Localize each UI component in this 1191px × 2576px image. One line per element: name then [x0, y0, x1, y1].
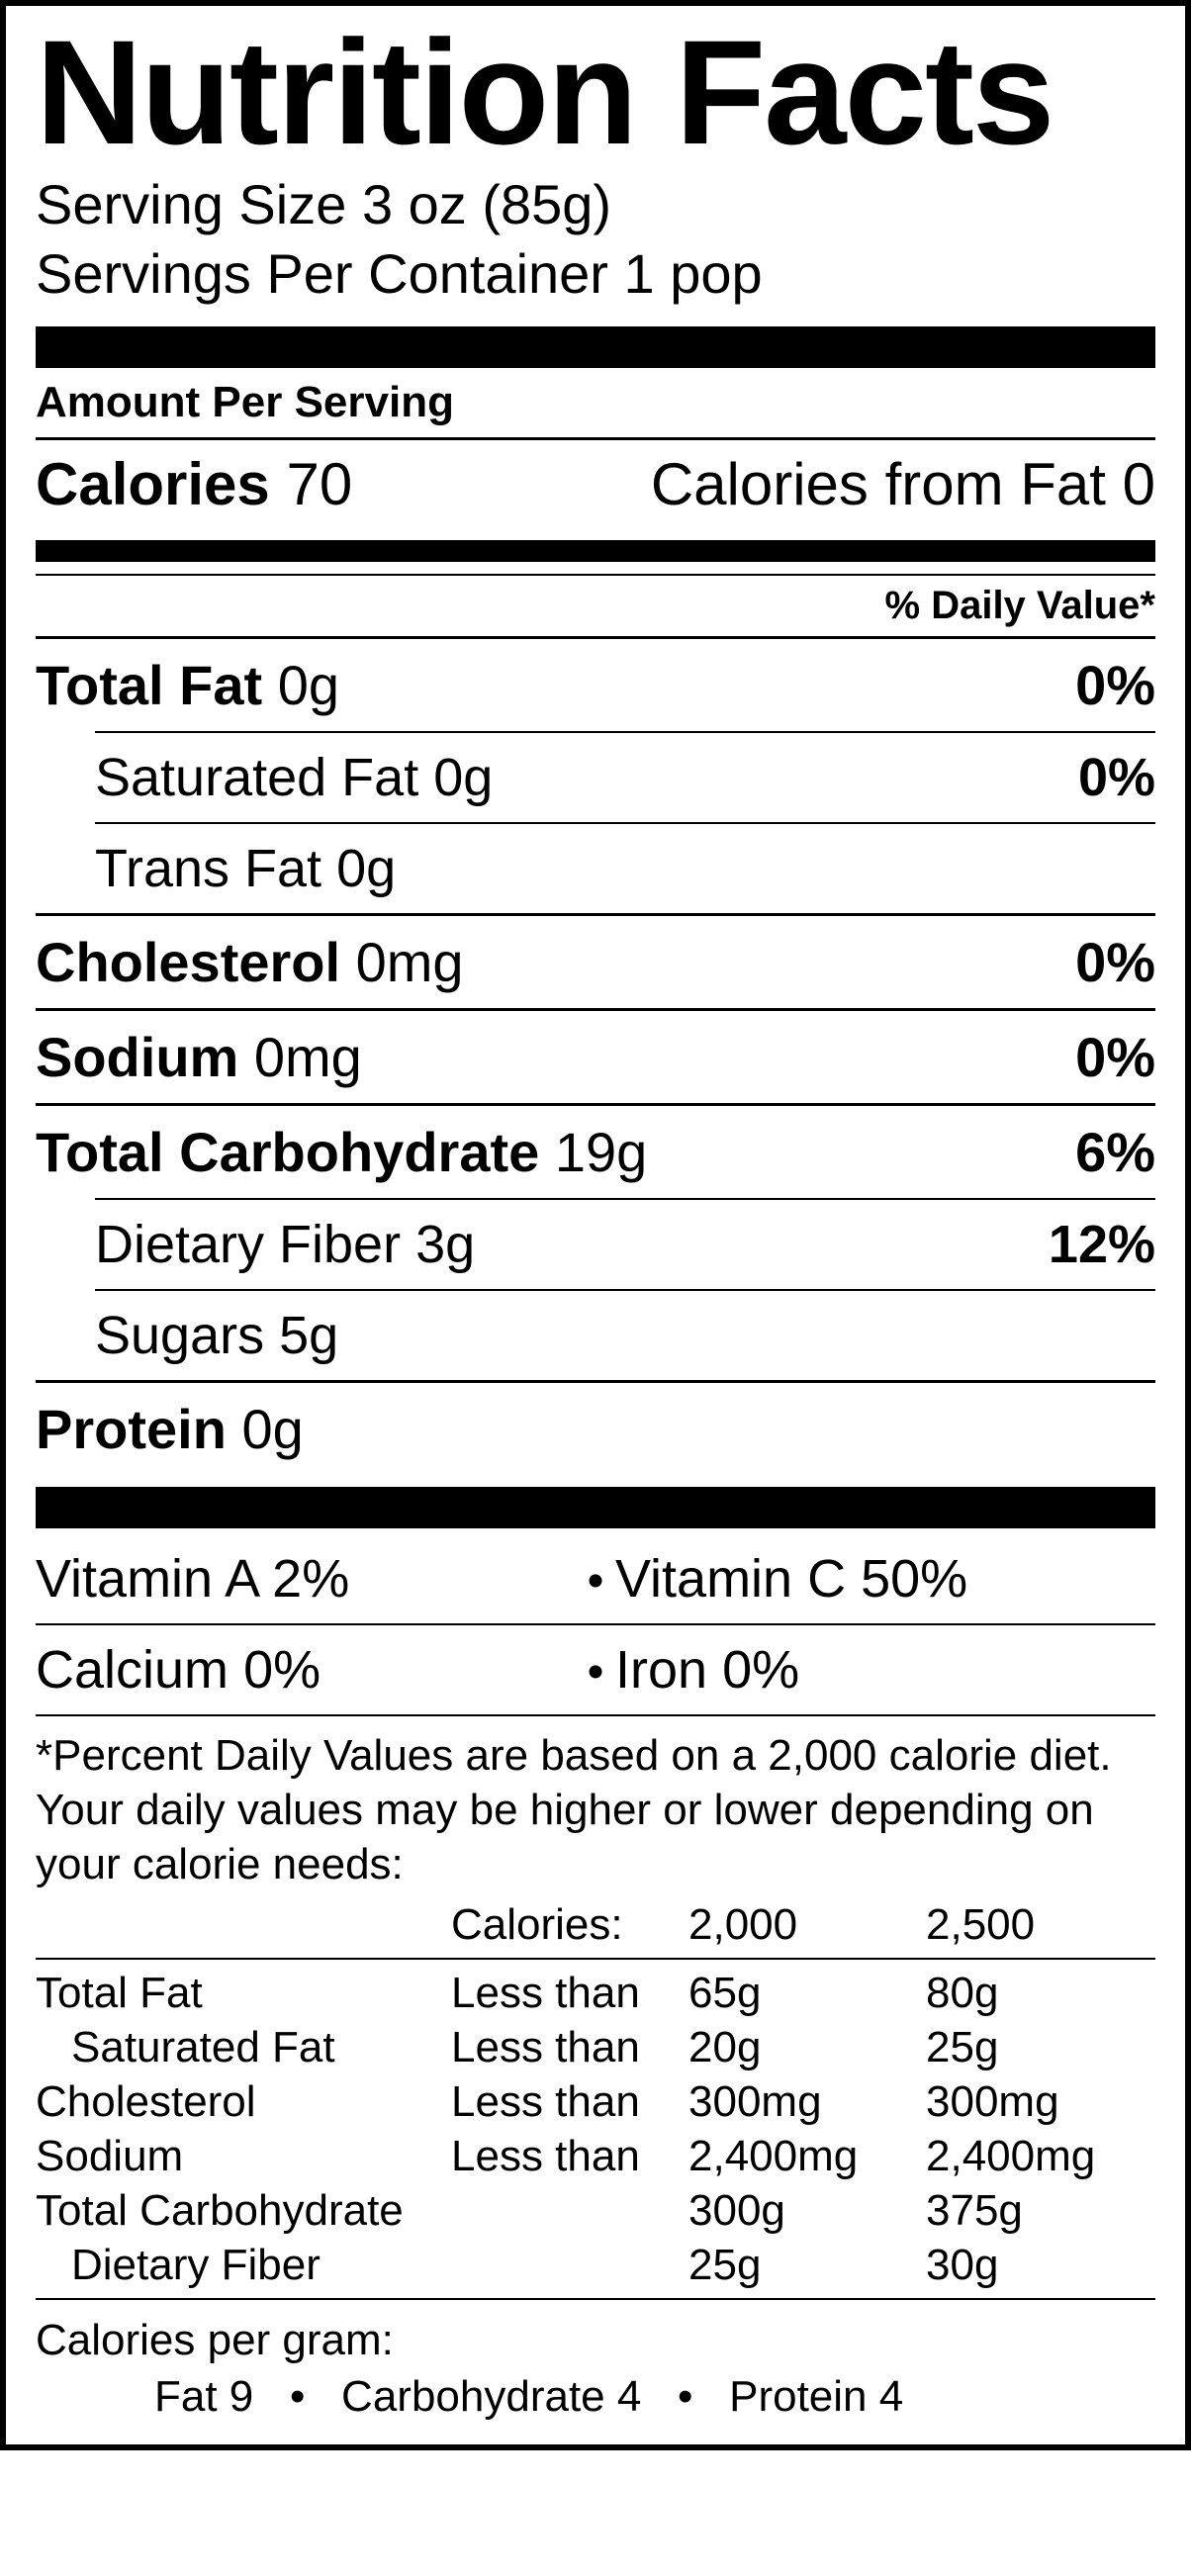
cpg-fat: Fat 9: [154, 2372, 253, 2421]
sugars-label: Sugars: [95, 1306, 264, 1365]
calcium-value: 0%: [243, 1640, 321, 1700]
total-carb-dv: 6%: [1075, 1120, 1155, 1184]
total-carb-label: Total Carbohydrate: [36, 1121, 539, 1183]
protein-amount: 0g: [241, 1398, 303, 1460]
footnote-header-2500: 2,500: [926, 1897, 1155, 1952]
footnote-text: *Percent Daily Values are based on a 2,0…: [36, 1716, 1155, 1891]
trans-fat-label: Trans Fat: [95, 839, 321, 898]
sodium-label: Sodium: [36, 1026, 238, 1088]
trans-fat-row: Trans Fat 0g: [95, 824, 1155, 913]
daily-value-header: % Daily Value*: [36, 576, 1155, 636]
serving-block: Serving Size 3 oz (85g) Servings Per Con…: [36, 170, 1155, 309]
sodium-dv: 0%: [1075, 1025, 1155, 1089]
total-fat-amount: 0g: [278, 654, 339, 716]
cholesterol-dv: 0%: [1075, 930, 1155, 994]
sugars-row: Sugars 5g: [95, 1291, 1155, 1380]
amount-per-serving-label: Amount Per Serving: [36, 378, 1155, 437]
cpg-heading: Calories per gram:: [36, 2312, 1155, 2368]
calories-from-fat-value: 0: [1123, 451, 1155, 517]
bullet-icon: •: [576, 1645, 615, 1700]
footnote-row: Total FatLess than65g80g: [36, 1966, 1155, 2020]
footnote-row: Dietary Fiber25g30g: [36, 2238, 1155, 2292]
servings-per-container-value: 1 pop: [624, 242, 763, 305]
footnote-header-calories: Calories:: [451, 1897, 688, 1952]
cholesterol-label: Cholesterol: [36, 931, 340, 993]
calories-value: 70: [286, 451, 352, 517]
sodium-row: Sodium 0mg 0%: [36, 1011, 1155, 1103]
calories-row: Calories 70 Calories from Fat 0: [36, 440, 1155, 528]
protein-label: Protein: [36, 1398, 227, 1460]
cpg-protein: Protein 4: [729, 2372, 903, 2421]
divider-bar: [36, 326, 1155, 368]
title: Nutrition Facts: [36, 18, 1155, 166]
total-fat-label: Total Fat: [36, 654, 262, 716]
footnote-row: Total Carbohydrate300g375g: [36, 2183, 1155, 2238]
vitamins-row-1: Vitamin A 2% • Vitamin C 50%: [36, 1534, 1155, 1623]
cholesterol-amount: 0mg: [356, 931, 464, 993]
saturated-fat-amount: 0g: [433, 748, 493, 807]
cholesterol-row: Cholesterol 0mg 0%: [36, 916, 1155, 1008]
sugars-amount: 5g: [279, 1306, 338, 1365]
saturated-fat-label: Saturated Fat: [95, 748, 418, 807]
vitamin-c-label: Vitamin C: [615, 1549, 846, 1609]
dietary-fiber-label: Dietary Fiber: [95, 1215, 401, 1274]
footnote-row: Saturated FatLess than20g25g: [36, 2020, 1155, 2074]
total-fat-dv: 0%: [1075, 653, 1155, 717]
calories-label: Calories: [36, 451, 270, 517]
calories-per-gram: Calories per gram: Fat 9 • Carbohydrate …: [36, 2306, 1155, 2425]
dietary-fiber-dv: 12%: [1049, 1214, 1155, 1275]
serving-size-label: Serving Size: [36, 173, 346, 235]
dietary-fiber-row: Dietary Fiber 3g 12%: [95, 1200, 1155, 1289]
dietary-fiber-amount: 3g: [415, 1215, 475, 1274]
servings-per-container-label: Servings Per Container: [36, 242, 608, 305]
footnote-header-2000: 2,000: [688, 1897, 926, 1952]
serving-size-value: 3 oz (85g): [362, 173, 611, 235]
nutrition-facts-label: Nutrition Facts Serving Size 3 oz (85g) …: [0, 0, 1191, 2450]
footnote-row: SodiumLess than2,400mg2,400mg: [36, 2129, 1155, 2183]
footnote-row: CholesterolLess than300mg300mg: [36, 2074, 1155, 2129]
vitamin-c-value: 50%: [861, 1549, 967, 1609]
vitamin-a-value: 2%: [272, 1549, 349, 1609]
calories-from-fat-label: Calories from Fat: [651, 451, 1106, 517]
divider-bar: [36, 540, 1155, 562]
total-carb-row: Total Carbohydrate 19g 6%: [36, 1106, 1155, 1198]
bullet-icon: •: [576, 1554, 615, 1609]
total-fat-row: Total Fat 0g 0%: [36, 639, 1155, 731]
divider-bar: [36, 1487, 1155, 1528]
sodium-amount: 0mg: [254, 1026, 362, 1088]
vitamins-row-2: Calcium 0% • Iron 0%: [36, 1625, 1155, 1714]
saturated-fat-dv: 0%: [1078, 747, 1155, 808]
footnote-table: Calories: 2,000 2,500 Total FatLess than…: [36, 1897, 1155, 2300]
cpg-carb: Carbohydrate 4: [341, 2372, 641, 2421]
total-carb-amount: 19g: [555, 1121, 647, 1183]
protein-row: Protein 0g: [36, 1383, 1155, 1475]
calcium-label: Calcium: [36, 1640, 229, 1700]
iron-value: 0%: [722, 1640, 799, 1700]
iron-label: Iron: [615, 1640, 707, 1700]
trans-fat-amount: 0g: [336, 839, 396, 898]
saturated-fat-row: Saturated Fat 0g 0%: [95, 733, 1155, 822]
vitamin-a-label: Vitamin A: [36, 1549, 257, 1609]
